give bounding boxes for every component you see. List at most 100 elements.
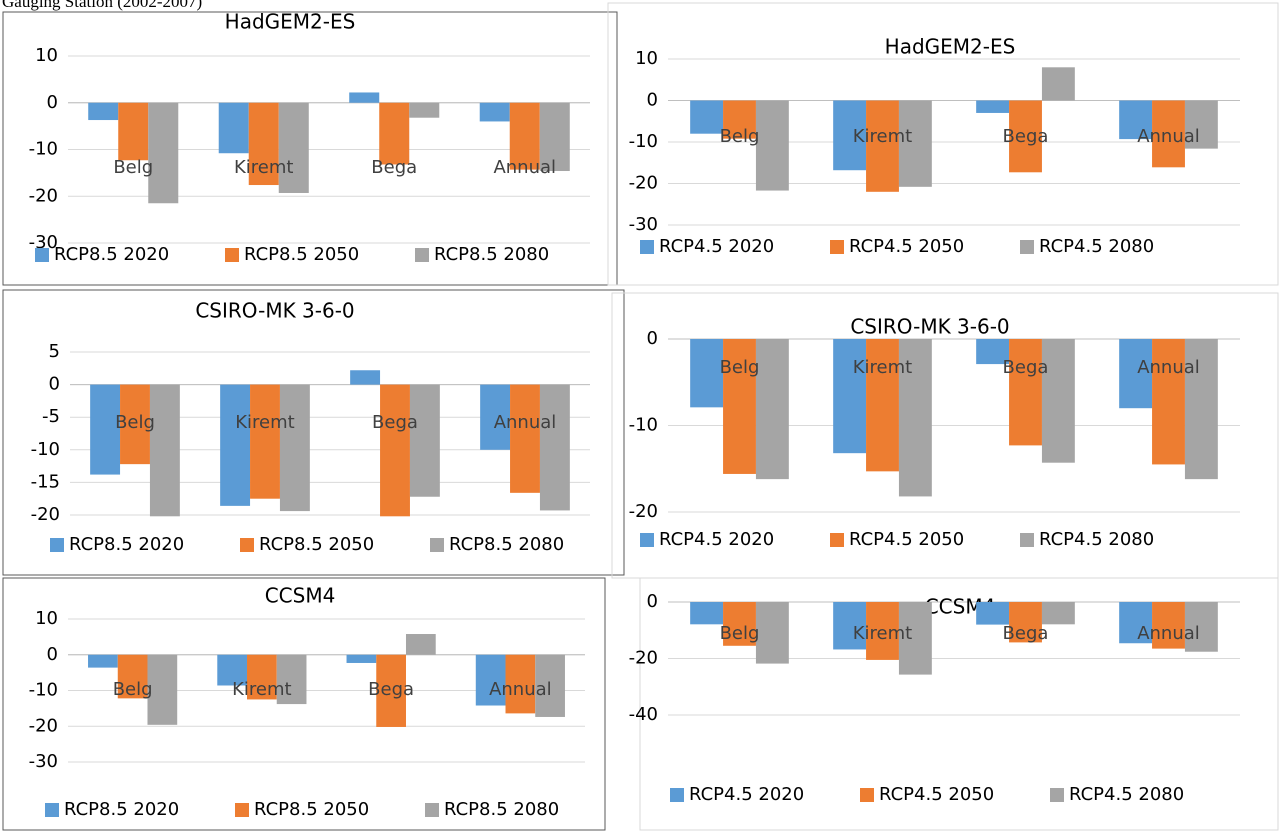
- bar: [149, 384, 180, 517]
- y-tick-label: -30: [629, 214, 658, 235]
- bar: [539, 384, 570, 511]
- bar: [1009, 339, 1042, 446]
- bar: [248, 102, 279, 186]
- bar: [535, 654, 565, 717]
- y-tick-label: -20: [31, 504, 60, 525]
- bar: [723, 602, 756, 646]
- legend-label: RCP8.5 2080: [434, 244, 549, 265]
- category-label: Belg: [113, 157, 153, 178]
- y-tick-label: -20: [629, 173, 658, 194]
- legend-label: RCP8.5 2020: [64, 799, 179, 820]
- category-label: Kiremt: [234, 157, 293, 178]
- bar: [147, 654, 178, 725]
- category-label: Annual: [493, 157, 556, 178]
- y-tick-label: -20: [29, 185, 58, 206]
- y-tick-label: 0: [47, 92, 58, 113]
- y-tick-label: -10: [629, 415, 658, 436]
- legend-label: RCP8.5 2080: [449, 534, 564, 555]
- category-label: Belg: [115, 412, 155, 433]
- legend-label: RCP8.5 2020: [54, 244, 169, 265]
- bar: [278, 102, 309, 193]
- legend-label: RCP4.5 2050: [849, 236, 964, 257]
- bar: [90, 384, 121, 475]
- legend-swatch: [50, 538, 64, 552]
- bar: [276, 654, 307, 705]
- bar: [88, 654, 118, 668]
- bar: [409, 384, 440, 497]
- bar: [723, 100, 756, 139]
- bar: [833, 339, 867, 454]
- bar: [250, 384, 280, 499]
- legend-swatch: [240, 538, 254, 552]
- caption: Gauging Station (2002-2007): [2, 0, 202, 11]
- chart-title: HadGEM2-ES: [885, 35, 1016, 59]
- bar: [376, 654, 406, 727]
- bar: [480, 384, 511, 450]
- bar: [833, 100, 867, 171]
- y-tick-label: 10: [35, 45, 58, 66]
- bar: [1152, 339, 1185, 465]
- chart-frame: [2, 289, 625, 576]
- bar: [976, 602, 1010, 625]
- bar: [755, 100, 789, 191]
- legend-label: RCP8.5 2050: [259, 534, 374, 555]
- bar: [349, 92, 380, 103]
- bar: [220, 384, 251, 506]
- y-tick-label: 5: [49, 341, 60, 362]
- y-tick-label: -10: [29, 680, 58, 701]
- bar: [279, 384, 310, 512]
- bar: [723, 339, 756, 474]
- bar: [118, 102, 149, 161]
- category-label: Kiremt: [853, 623, 912, 644]
- bar: [120, 384, 150, 465]
- chart-title: HadGEM2-ES: [225, 10, 356, 34]
- y-tick-label: -10: [629, 131, 658, 152]
- legend-label: RCP8.5 2080: [444, 799, 559, 820]
- bar: [148, 102, 179, 204]
- legend-label: RCP4.5 2080: [1039, 529, 1154, 550]
- legend-label: RCP4.5 2050: [879, 784, 994, 805]
- legend-label: RCP8.5 2050: [244, 244, 359, 265]
- bar: [1009, 100, 1042, 173]
- bar: [247, 654, 277, 700]
- legend-swatch: [415, 248, 429, 262]
- chart-frame: [607, 2, 1279, 286]
- chart-frame: [2, 11, 618, 286]
- bar: [866, 602, 899, 660]
- bar: [690, 339, 724, 408]
- bar: [898, 602, 932, 675]
- legend-label: RCP4.5 2020: [659, 529, 774, 550]
- legend-label: RCP4.5 2020: [659, 236, 774, 257]
- y-tick-label: -20: [629, 648, 658, 669]
- legend-swatch: [235, 803, 249, 817]
- y-tick-label: -30: [29, 232, 58, 253]
- y-tick-label: -40: [629, 704, 658, 725]
- legend-swatch: [1020, 533, 1034, 547]
- chart-title: CCSM4: [265, 584, 336, 608]
- bar: [1119, 602, 1153, 644]
- bar: [509, 102, 540, 170]
- legend-label: RCP8.5 2020: [69, 534, 184, 555]
- bar: [409, 102, 440, 118]
- bar: [898, 100, 932, 187]
- legend-label: RCP8.5 2050: [254, 799, 369, 820]
- category-label: Bega: [1003, 126, 1049, 147]
- bar: [1009, 602, 1042, 643]
- bar: [350, 370, 381, 385]
- legend-swatch: [45, 803, 59, 817]
- category-label: Belg: [720, 357, 760, 378]
- legend-swatch: [1050, 788, 1064, 802]
- bar: [976, 339, 1010, 365]
- y-tick-label: -20: [29, 715, 58, 736]
- y-tick-label: -10: [29, 139, 58, 160]
- category-label: Annual: [1137, 357, 1200, 378]
- bar: [217, 654, 248, 686]
- bar: [898, 339, 932, 497]
- bar: [755, 602, 789, 664]
- bar: [1041, 339, 1075, 463]
- y-tick-label: 0: [49, 374, 60, 395]
- legend-swatch: [830, 533, 844, 547]
- category-label: Belg: [720, 126, 760, 147]
